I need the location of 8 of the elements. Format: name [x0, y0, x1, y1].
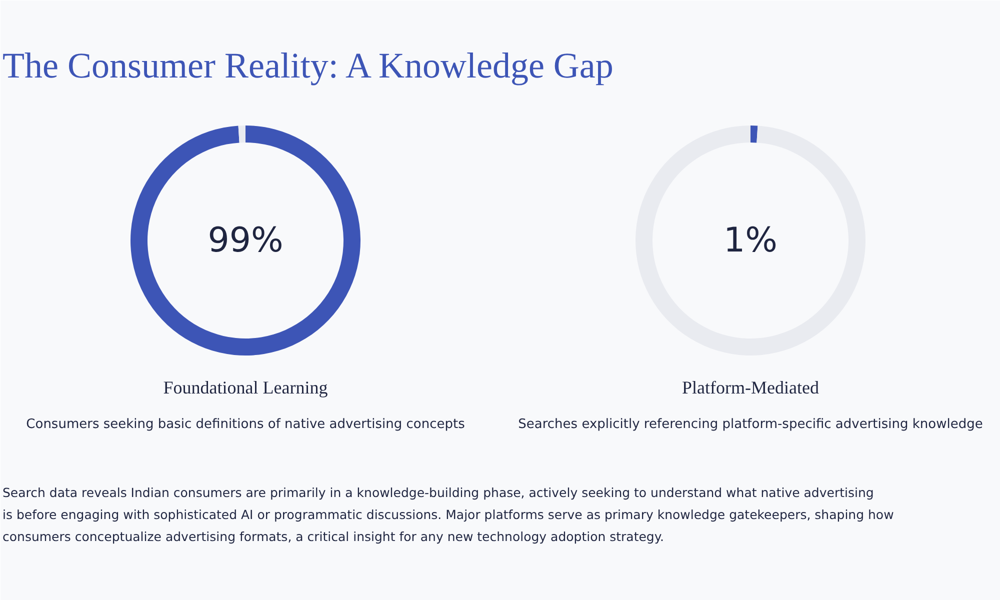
text: 99% [208, 220, 284, 260]
text: Consumers seeking basic definitions of native advertising concepts [26, 417, 466, 432]
chart-title: The Consumer Reality: A Knowledge Gap [2, 46, 614, 86]
text: Searches explicitly referencing platform-specific advertising knowledge [518, 417, 983, 432]
text: Search data reveals Indian consumers are primarily in a knowledge-building phase, actively seeking to understand what native advertising is before engaging with sophisticated AI or programmatic discussions. Major platforms serve as primary knowledge gatekeepers, shaping how consumers conceptualize advertising formats, a critical insight for any new technology adoption strategy. [2, 485, 894, 544]
text: 1% [724, 220, 778, 260]
text: Foundational Learning [163, 378, 328, 398]
text: Platform-Mediated [682, 378, 819, 398]
